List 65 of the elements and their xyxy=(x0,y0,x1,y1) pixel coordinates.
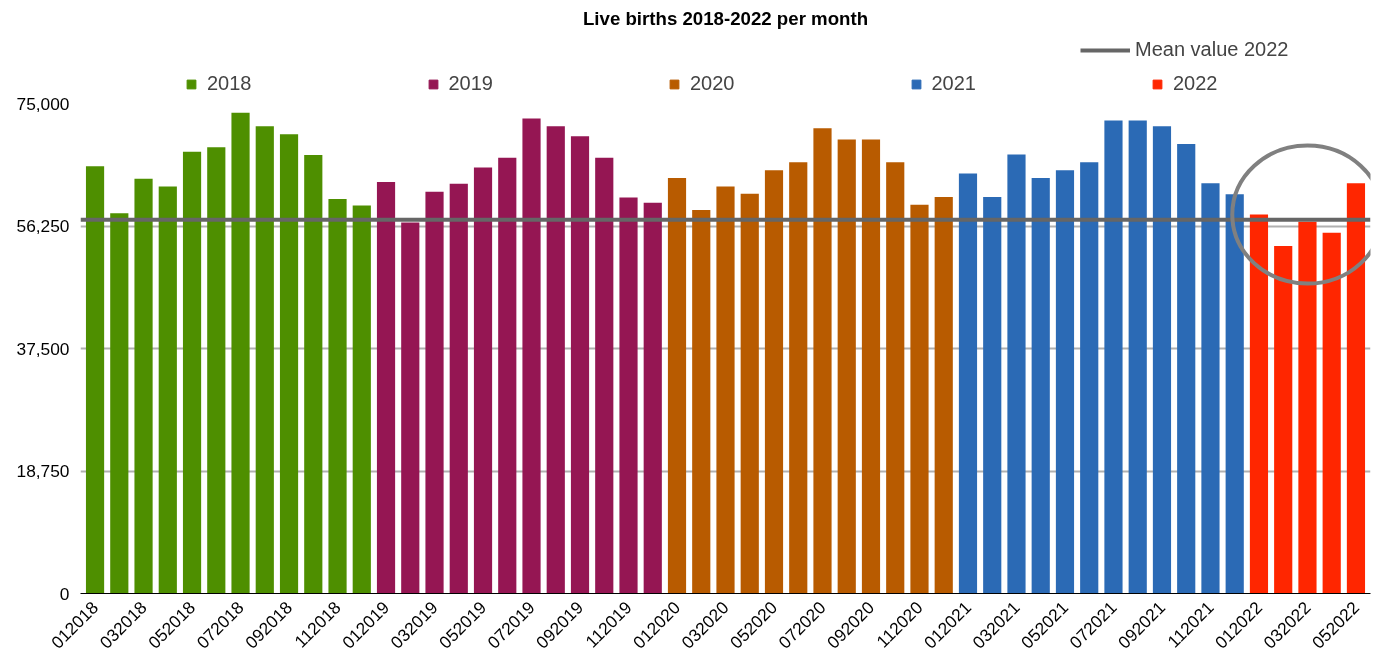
bar xyxy=(546,126,565,594)
bar xyxy=(983,196,1002,594)
bar xyxy=(498,157,517,594)
bar xyxy=(934,196,953,594)
bar xyxy=(1055,170,1075,594)
bar xyxy=(85,166,105,594)
bar xyxy=(910,204,929,594)
bar xyxy=(1249,214,1269,594)
bar xyxy=(1322,232,1341,594)
bar xyxy=(1128,120,1147,594)
bar xyxy=(886,162,905,594)
bar xyxy=(182,151,202,594)
bar xyxy=(1225,194,1244,594)
bar xyxy=(207,147,226,594)
legend-label: 2022 xyxy=(1173,72,1218,95)
bar xyxy=(473,167,493,594)
bar xyxy=(1007,154,1026,594)
y-tick-label: 56,250 xyxy=(16,216,70,236)
bar xyxy=(401,222,420,594)
bar xyxy=(231,112,250,594)
bar xyxy=(813,128,832,594)
bar xyxy=(1104,120,1123,594)
legend-label: 2018 xyxy=(207,72,252,95)
bar xyxy=(716,186,735,594)
legend-label: 2021 xyxy=(931,72,976,95)
bar xyxy=(764,170,784,594)
bar xyxy=(740,193,759,594)
bar xyxy=(789,162,808,594)
bar xyxy=(1031,177,1050,594)
chart-title: Live births 2018-2022 per month xyxy=(582,7,869,29)
bar xyxy=(279,134,299,594)
bar xyxy=(1298,221,1317,594)
bar xyxy=(522,118,541,594)
bar xyxy=(134,178,153,594)
bar xyxy=(958,173,978,594)
bar xyxy=(595,157,614,594)
legend-label: 2019 xyxy=(448,72,493,95)
bar xyxy=(1177,144,1196,594)
bar xyxy=(837,139,856,594)
bar xyxy=(619,197,638,594)
y-tick-label: 37,500 xyxy=(16,338,70,359)
bar xyxy=(1152,126,1172,594)
y-tick-label: 18,750 xyxy=(16,461,70,481)
bar xyxy=(304,155,323,594)
bar xyxy=(328,198,347,594)
bar xyxy=(255,126,274,594)
bar xyxy=(570,136,590,594)
bar xyxy=(643,202,662,594)
bar xyxy=(1274,245,1293,594)
bar xyxy=(1346,183,1366,594)
bar xyxy=(376,181,396,594)
bar xyxy=(692,209,711,594)
legend-label: Mean value 2022 xyxy=(1135,38,1289,61)
bar xyxy=(861,139,881,594)
bar xyxy=(425,191,444,594)
y-tick-label: 75,000 xyxy=(16,93,70,114)
bar xyxy=(352,205,371,594)
bar xyxy=(449,183,468,594)
bar xyxy=(1201,183,1220,594)
bar xyxy=(1080,162,1099,594)
bar xyxy=(667,177,687,594)
legend-label: 2020 xyxy=(690,72,735,95)
bar xyxy=(110,213,129,594)
bar xyxy=(158,186,177,594)
y-tick-label: 0 xyxy=(59,583,70,604)
